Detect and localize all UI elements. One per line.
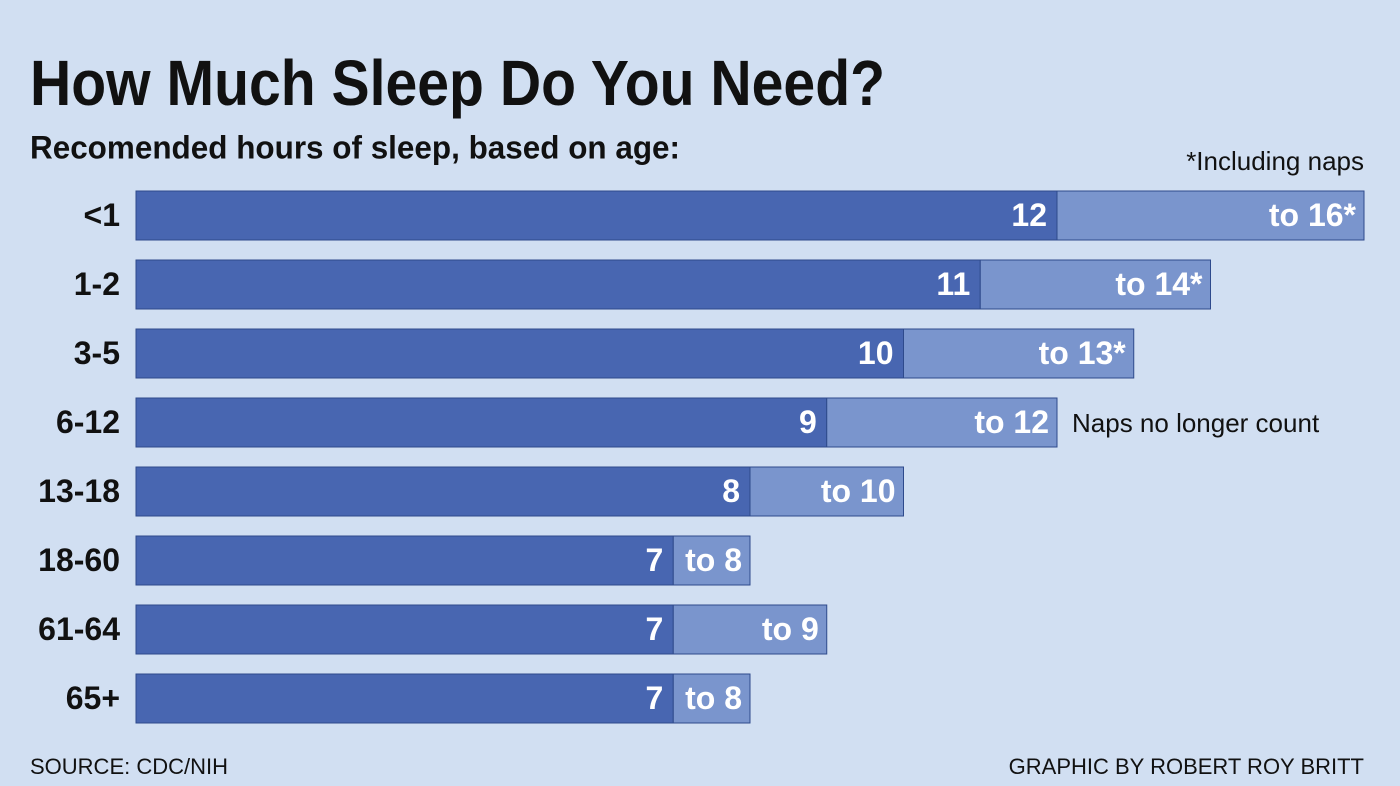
credit: GRAPHIC BY ROBERT ROY BRITT bbox=[1009, 754, 1364, 779]
y-tick-label: 1-2 bbox=[74, 266, 120, 302]
value-label: 8 bbox=[722, 473, 740, 509]
chart-title: How Much Sleep Do You Need? bbox=[30, 47, 885, 119]
value-label: to 9 bbox=[762, 611, 819, 647]
bar-min bbox=[135, 604, 674, 655]
value-label: 7 bbox=[645, 542, 663, 578]
source: SOURCE: CDC/NIH bbox=[30, 754, 228, 779]
bar-range bbox=[749, 466, 904, 517]
bar-min bbox=[135, 328, 904, 379]
value-label: 9 bbox=[799, 404, 817, 440]
bar-min bbox=[135, 466, 751, 517]
bar-min bbox=[135, 673, 674, 724]
bar-range bbox=[672, 604, 828, 655]
y-tick-label: 13-18 bbox=[38, 473, 120, 509]
y-tick-label: <1 bbox=[84, 197, 120, 233]
value-label: to 8 bbox=[685, 680, 742, 716]
bar-min bbox=[135, 190, 1058, 241]
chart-subtitle: Recomended hours of sleep, based on age: bbox=[30, 129, 680, 165]
bar-min bbox=[135, 259, 981, 310]
annotation: *Including naps bbox=[1186, 146, 1364, 176]
value-label: to 13* bbox=[1039, 335, 1127, 371]
bar-range bbox=[672, 673, 751, 724]
y-tick-label: 65+ bbox=[66, 680, 120, 716]
value-label: 10 bbox=[858, 335, 894, 371]
bar-min bbox=[135, 397, 828, 448]
value-label: to 8 bbox=[685, 542, 742, 578]
value-label: to 12 bbox=[974, 404, 1049, 440]
y-tick-label: 61-64 bbox=[38, 611, 120, 647]
bar-range bbox=[979, 259, 1211, 310]
bar-min bbox=[135, 535, 674, 586]
bar-range bbox=[826, 397, 1058, 448]
value-label: 12 bbox=[1011, 197, 1047, 233]
value-label: 11 bbox=[936, 266, 970, 302]
bar-range bbox=[672, 535, 751, 586]
value-label: 7 bbox=[645, 611, 663, 647]
y-tick-label: 6-12 bbox=[56, 404, 120, 440]
bar-range bbox=[1056, 190, 1365, 241]
y-tick-label: 18-60 bbox=[38, 542, 120, 578]
value-label: to 16* bbox=[1269, 197, 1357, 233]
y-tick-label: 3-5 bbox=[74, 335, 120, 371]
value-label: to 10 bbox=[821, 473, 896, 509]
value-label: to 14* bbox=[1115, 266, 1203, 302]
annotation: Naps no longer count bbox=[1072, 408, 1320, 438]
value-label: 7 bbox=[645, 680, 663, 716]
bar-range bbox=[903, 328, 1135, 379]
